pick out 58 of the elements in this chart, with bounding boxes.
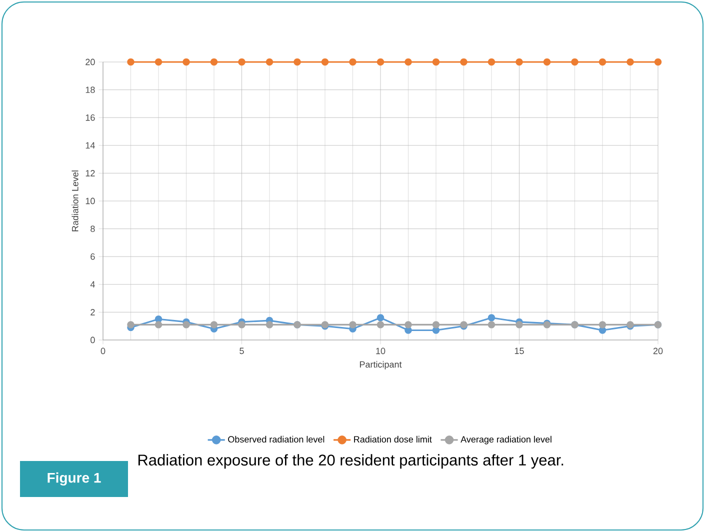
point bbox=[460, 58, 468, 66]
point bbox=[127, 321, 134, 328]
point bbox=[266, 321, 274, 328]
point bbox=[182, 58, 190, 66]
point bbox=[543, 58, 551, 66]
x-tick-label: 15 bbox=[514, 348, 524, 354]
point bbox=[598, 321, 606, 328]
point bbox=[349, 58, 356, 66]
y-tick-label: 8 bbox=[90, 226, 95, 232]
point bbox=[238, 321, 246, 328]
point bbox=[321, 58, 329, 66]
x-axis-title: Participant bbox=[360, 361, 402, 370]
point bbox=[376, 321, 384, 328]
y-tick-label: 4 bbox=[90, 281, 95, 288]
y-tick-label: 0 bbox=[90, 336, 95, 344]
x-tick-label: 10 bbox=[376, 348, 386, 354]
y-tick-label: 2 bbox=[90, 309, 95, 316]
text: Radiation exposure of the 20 resident participants after 1 year. bbox=[138, 454, 564, 469]
x-tick-label: 20 bbox=[653, 348, 663, 354]
legend-label: Radiation dose limit bbox=[354, 436, 432, 443]
y-tick-label: 12 bbox=[86, 170, 95, 176]
point bbox=[182, 321, 190, 328]
point bbox=[210, 321, 218, 328]
point bbox=[516, 58, 523, 66]
point bbox=[598, 58, 606, 66]
point bbox=[404, 321, 412, 328]
legend-label: Average radiation level bbox=[460, 436, 552, 444]
y-tick-label: 20 bbox=[86, 58, 95, 66]
point bbox=[626, 58, 634, 66]
point bbox=[376, 314, 384, 322]
point bbox=[571, 58, 578, 66]
point bbox=[432, 58, 440, 66]
y-axis-title: Radiation Level bbox=[72, 170, 78, 232]
x-tick-label: 0 bbox=[100, 348, 106, 354]
caption: Figure 1 bbox=[48, 472, 101, 486]
point bbox=[349, 321, 356, 328]
point bbox=[294, 58, 301, 66]
point bbox=[266, 58, 274, 66]
y-tick-label: 14 bbox=[86, 142, 95, 148]
point bbox=[210, 58, 218, 66]
point bbox=[154, 321, 162, 328]
point bbox=[488, 321, 496, 328]
point bbox=[432, 321, 440, 328]
point bbox=[238, 58, 246, 66]
y-tick-label: 6 bbox=[90, 253, 95, 260]
point bbox=[516, 321, 523, 328]
point bbox=[488, 314, 496, 322]
point bbox=[404, 58, 412, 66]
x-tick-label: 5 bbox=[240, 348, 244, 354]
y-tick-label: 10 bbox=[86, 198, 95, 204]
y-tick-label: 16 bbox=[86, 114, 95, 121]
point bbox=[154, 58, 162, 66]
point bbox=[488, 58, 496, 66]
point bbox=[376, 58, 384, 66]
legend-label: Observed radiation level bbox=[228, 436, 324, 443]
point bbox=[654, 58, 662, 66]
point bbox=[127, 58, 134, 66]
y-tick-label: 18 bbox=[86, 86, 95, 93]
